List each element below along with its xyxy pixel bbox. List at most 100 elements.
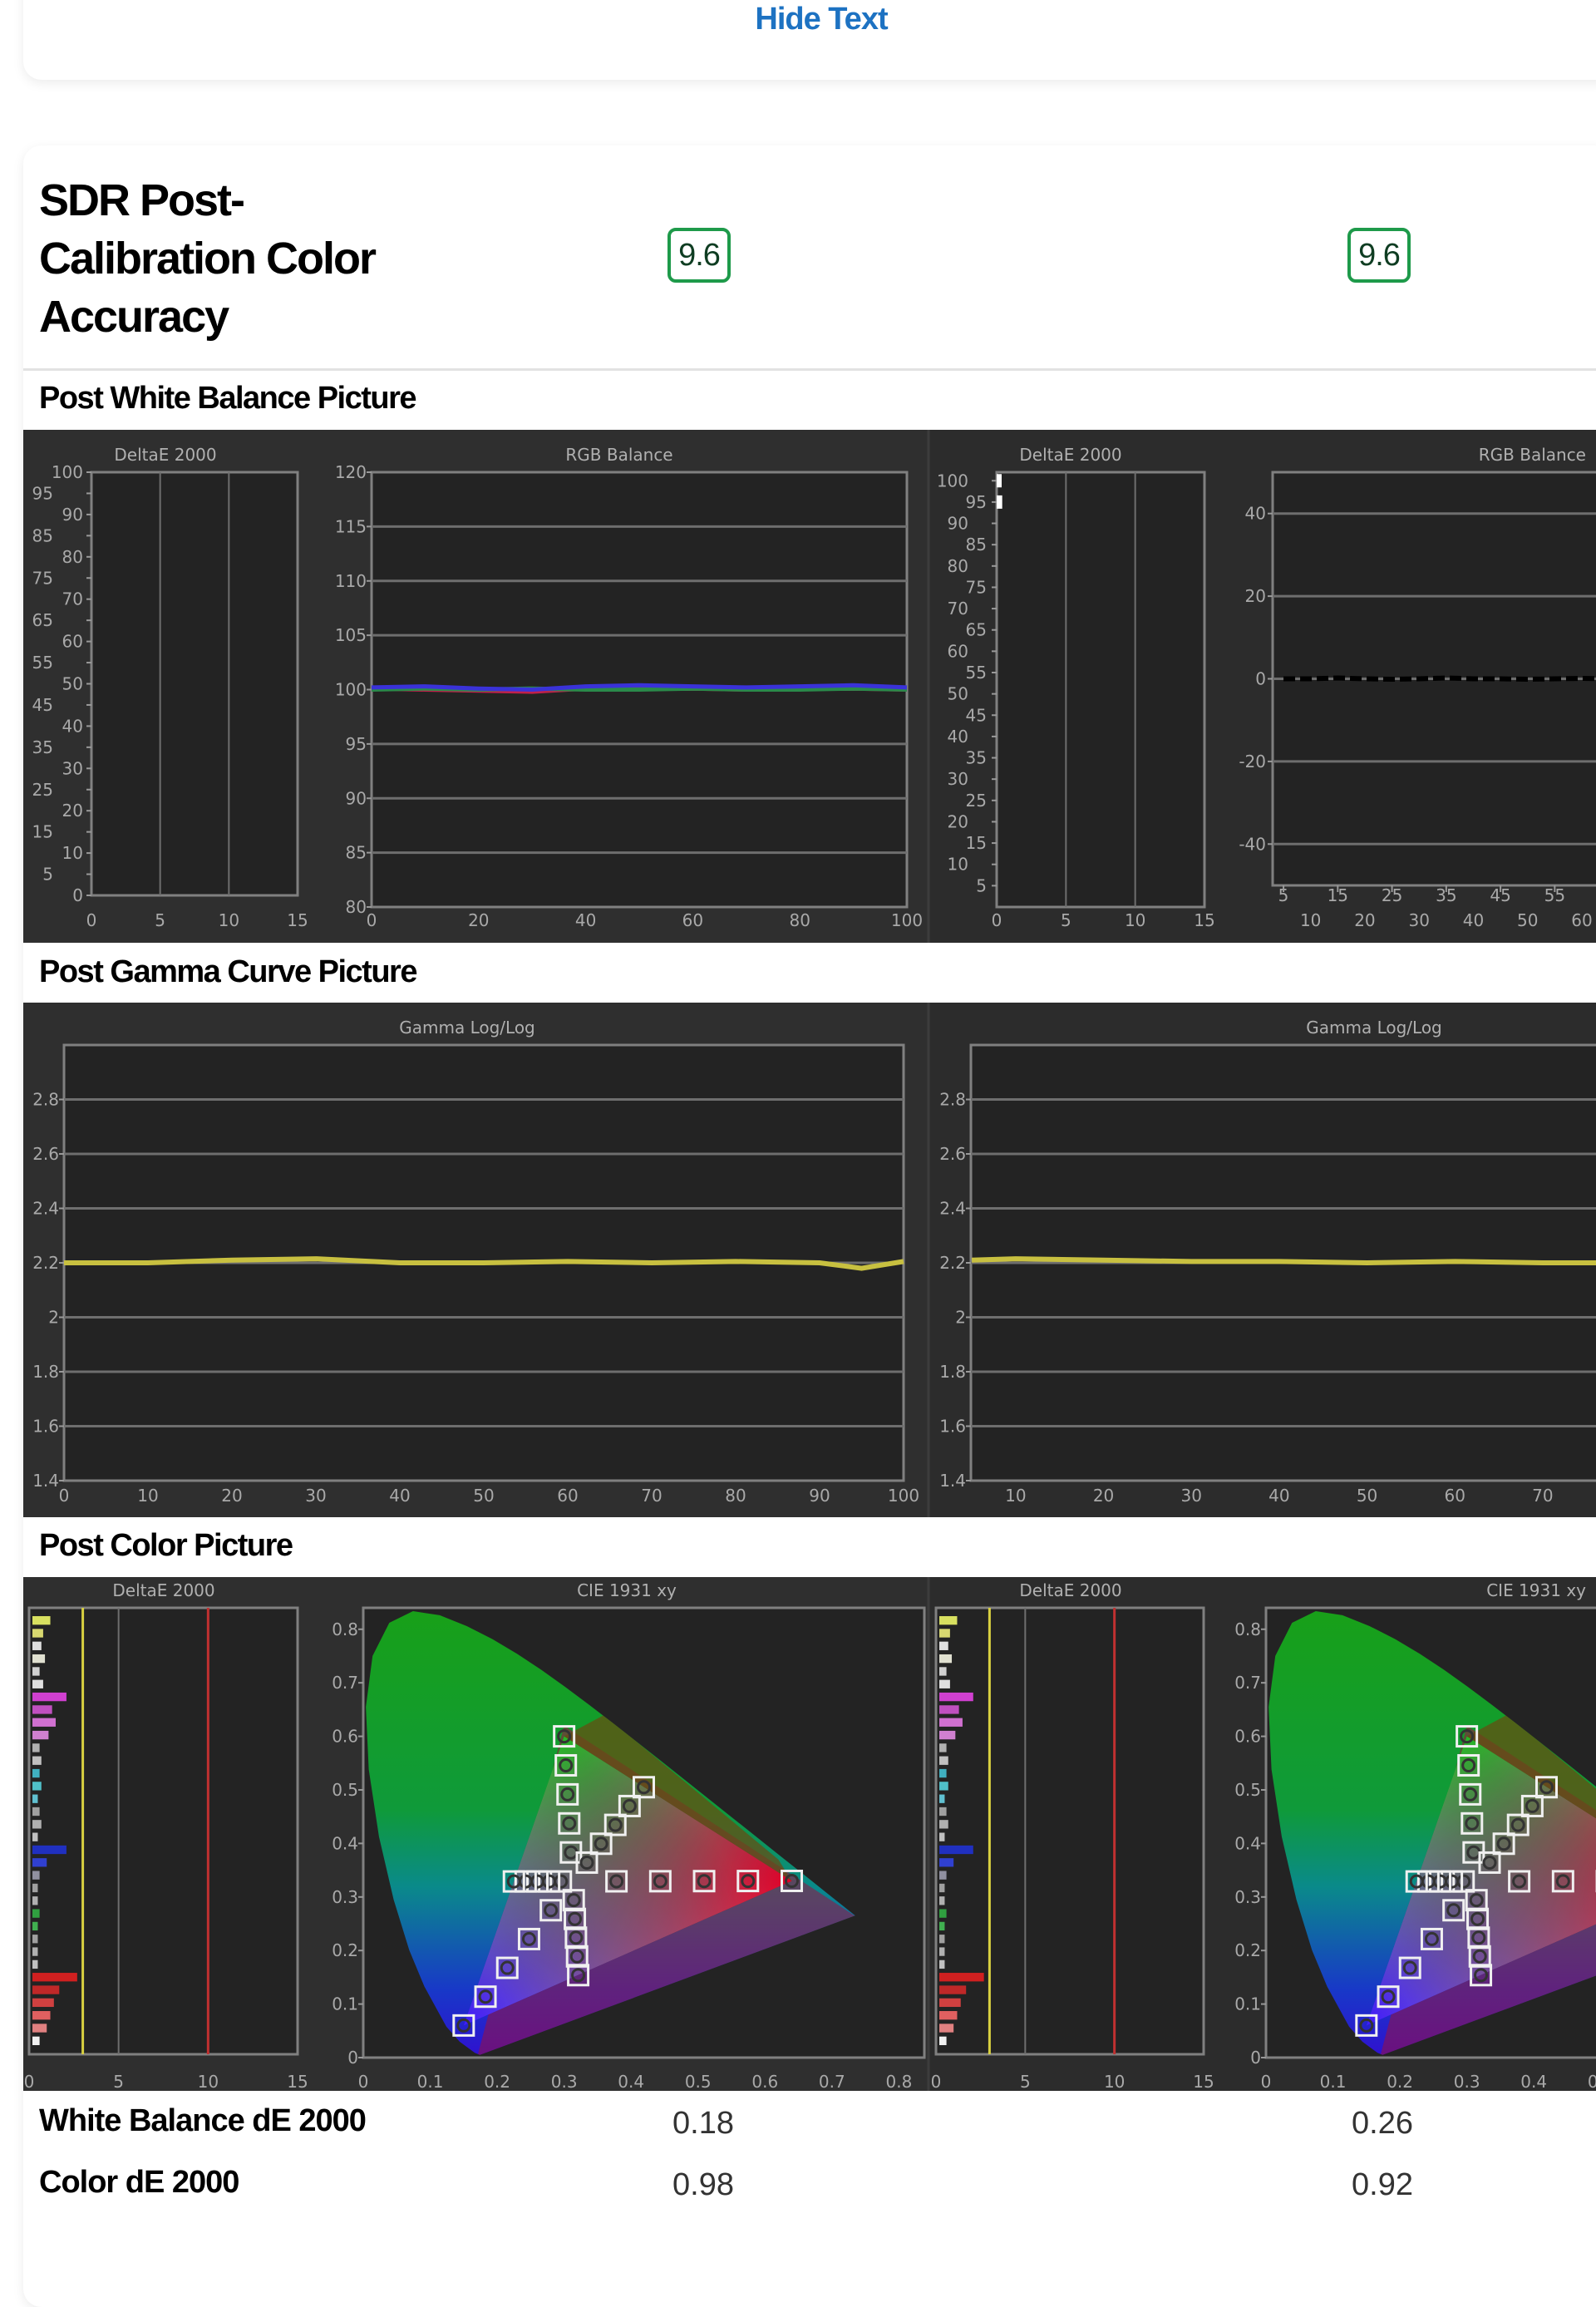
delta-bar [939,1909,947,1918]
y-tick-label: 70 [948,599,968,619]
target-marker [554,1753,578,1777]
measured-marker [594,1836,608,1851]
x-tick-label: 90 [809,1486,830,1506]
x-tick-label: 40 [389,1486,410,1506]
x-tick-label: 50 [1517,910,1538,930]
delta-bar [32,1730,49,1740]
delta-bar [939,1845,973,1855]
y-tick-label: 2.8 [939,1090,966,1110]
delta-bar [939,1858,954,1867]
measured-marker [1474,1968,1489,1983]
x-tick-label: 10 [198,2072,219,2091]
delta-bar [32,1998,54,2008]
delta-bar [939,1973,984,1982]
y-tick-label: 0.1 [332,1994,358,2014]
y-tick-label: 0.1 [1234,1994,1261,2014]
delta-bar [32,1794,38,1803]
y-tick-label: 105 [335,625,367,645]
delta-bar [939,1756,948,1765]
delta-bar [32,1973,77,1982]
x-tick-label: 40 [1268,1486,1289,1506]
y-tick-label: 65 [966,620,987,640]
x-tick-label: 0.4 [618,2072,644,2091]
series-line-gamma [971,1256,1596,1266]
delta-bar [32,1692,66,1702]
delta-bar [32,1768,40,1778]
measured-marker [785,1873,800,1888]
x-tick-label: 0.5 [685,2072,712,2091]
x-tick-label: 60 [1444,1486,1465,1506]
x-tick-label: 10 [219,910,239,930]
measured-marker [1465,1816,1480,1831]
delta-bar [32,2011,51,2020]
y-tick-label: 75 [32,568,53,588]
measured-marker [609,1874,624,1889]
y-tick-label: 0 [1250,2048,1261,2068]
target-marker [1535,1776,1558,1799]
y-tick-label: 0 [1255,669,1266,689]
delta-bar [32,1807,40,1817]
y-tick-label: 0.5 [332,1780,358,1800]
series-line-balance [1283,675,1596,682]
y-tick-label: 115 [335,516,367,536]
y-tick-label: 10 [62,843,83,863]
y-tick-label: 2 [955,1308,966,1328]
measured-marker [1463,1787,1478,1802]
y-tick-label: -20 [1239,752,1266,771]
target-marker [1452,1870,1475,1893]
x-tick-label: 5 [1020,2072,1031,2091]
delta-bar [939,1832,945,1841]
target-marker [1508,1870,1531,1893]
series-line-blue [371,683,908,693]
target-marker [1405,1870,1428,1893]
y-tick-label: 45 [966,705,987,725]
y-tick-label: 20 [1245,586,1266,606]
x-tick-label: 20 [1354,910,1375,930]
hide-text-link[interactable]: Hide Text [755,2,888,37]
y-tick-label: 30 [62,758,83,778]
x-tick-label: 60 [557,1486,578,1506]
delta-bar [939,2024,954,2033]
target-marker [1456,1725,1479,1748]
x-tick-label: 15 [287,910,308,930]
measured-marker [1461,1757,1476,1772]
y-tick-label: 95 [346,734,367,754]
y-tick-label: 2.6 [939,1144,966,1164]
y-tick-label: 50 [948,684,968,704]
measured-marker [562,1816,577,1831]
delta-bar [32,1921,38,1931]
delta-bar [939,1654,953,1664]
delta-bar [939,1743,947,1752]
x-tick-label: 5 [1278,885,1289,905]
measured-marker [1446,1903,1461,1918]
delta-bar [32,1667,40,1676]
y-tick-label: 2.2 [32,1253,59,1273]
x-tick-label: 0 [1261,2072,1272,2091]
delta-bar [939,1883,945,1893]
delta-bar [32,1705,52,1714]
plot-area [27,1606,299,2056]
delta-bar [939,1921,945,1931]
target-marker [474,1985,497,2009]
x-tick-label: 0 [59,1486,70,1506]
result-value: 0.18 [672,2106,734,2141]
x-tick-label: 0.1 [1320,2072,1347,2091]
outer-yellow-region [564,1714,792,1881]
target-marker [736,1870,760,1893]
y-tick-label: 0.8 [1234,1619,1261,1639]
y-tick-label: 90 [948,514,968,534]
target-marker [1442,1899,1465,1922]
x-tick-label: 0.7 [819,2072,845,2091]
measured-marker [741,1874,756,1889]
target-marker [1420,1927,1443,1950]
x-tick-label: 60 [1571,910,1592,930]
y-tick-label: 1.4 [939,1471,966,1491]
x-tick-label: 60 [682,910,703,930]
y-tick-label: 100 [937,471,968,490]
measured-marker [1482,1855,1497,1870]
x-tick-label: 20 [1093,1486,1114,1506]
target-marker [1461,1812,1484,1835]
y-tick-label: 80 [62,547,83,567]
x-tick-label: 10 [137,1486,158,1506]
measured-marker [456,2018,471,2033]
